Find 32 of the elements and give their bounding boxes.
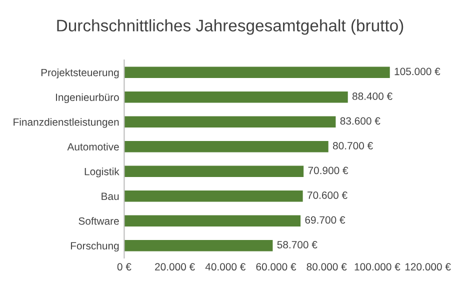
y-tick-label: Logistik	[84, 168, 120, 178]
bar	[124, 92, 348, 103]
y-tick-label: Projektsteuerung	[41, 68, 119, 78]
x-tick-label: 120.000 €	[405, 263, 451, 271]
bar	[124, 66, 390, 78]
y-tick-label: Ingenieurbüro	[56, 93, 119, 104]
data-label: 88.400 €	[352, 92, 392, 100]
bar	[124, 240, 273, 252]
data-label: 83.600 €	[340, 117, 380, 125]
x-tick-label: 60.000 €	[256, 263, 296, 271]
bar	[124, 116, 336, 128]
chart-title: Durchschnittliches Jahresgesamtgehalt (brutto)	[57, 19, 404, 35]
bar	[124, 215, 301, 226]
data-label: 69.700 €	[305, 216, 346, 224]
y-tick-label: Finanzdienstleistungen	[14, 118, 119, 128]
x-tick-label: 0 €	[117, 263, 132, 271]
data-label: 80.700 €	[332, 142, 373, 150]
data-label: 58.700 €	[277, 241, 318, 248]
data-label: 105.000 €	[394, 68, 440, 76]
y-tick-label: Forschung	[70, 242, 119, 252]
data-label: 70.900 €	[308, 166, 348, 174]
data-label: 70.600 €	[308, 192, 348, 199]
y-tick-label: Automotive	[67, 142, 119, 150]
x-tick-label: 20.000 €	[155, 263, 195, 271]
y-tick-label: Software	[78, 217, 119, 225]
bar	[124, 166, 304, 177]
bar	[124, 141, 328, 152]
y-tick-label: Bau	[102, 192, 119, 200]
x-tick-label: 80.000 €	[306, 263, 347, 271]
x-tick-label: 100.000 €	[354, 263, 400, 271]
bar	[124, 190, 303, 202]
x-tick-label: 40.000 €	[205, 263, 246, 271]
